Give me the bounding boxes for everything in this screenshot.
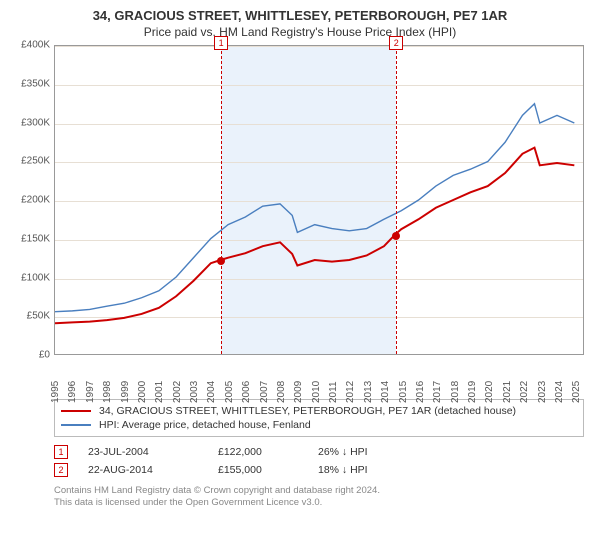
legend-row: 34, GRACIOUS STREET, WHITTLESEY, PETERBO… xyxy=(61,404,577,418)
x-tick-label: 2017 xyxy=(432,381,443,403)
footer-line-2: This data is licensed under the Open Gov… xyxy=(54,497,584,509)
x-tick-label: 1996 xyxy=(67,381,78,403)
x-tick-label: 2020 xyxy=(484,381,495,403)
event-date: 23-JUL-2004 xyxy=(88,446,198,458)
event-price: £122,000 xyxy=(218,446,298,458)
x-tick-label: 2021 xyxy=(502,381,513,403)
event-dot xyxy=(217,257,225,265)
chart-subtitle: Price paid vs. HM Land Registry's House … xyxy=(10,25,590,39)
chart-area: £0£50K£100K£150K£200K£250K£300K£350K£400… xyxy=(10,45,590,395)
x-tick-label: 2016 xyxy=(415,381,426,403)
x-tick-label: 2015 xyxy=(398,381,409,403)
x-tick-label: 2025 xyxy=(571,381,582,403)
x-tick-label: 2006 xyxy=(241,381,252,403)
series-svg xyxy=(55,46,583,354)
event-price: £155,000 xyxy=(218,464,298,476)
y-tick-label: £400K xyxy=(21,40,50,51)
x-tick-label: 2023 xyxy=(537,381,548,403)
footer: Contains HM Land Registry data © Crown c… xyxy=(54,485,584,509)
x-tick-label: 1999 xyxy=(120,381,131,403)
event-marker-box: 1 xyxy=(214,36,228,50)
x-tick-label: 2010 xyxy=(311,381,322,403)
y-tick-label: £150K xyxy=(21,233,50,244)
y-axis-labels: £0£50K£100K£150K£200K£250K£300K£350K£400… xyxy=(10,45,52,355)
y-tick-label: £100K xyxy=(21,272,50,283)
x-tick-label: 2018 xyxy=(450,381,461,403)
y-tick-label: £300K xyxy=(21,117,50,128)
y-tick-label: £200K xyxy=(21,195,50,206)
y-tick-label: £50K xyxy=(27,311,50,322)
x-tick-label: 2024 xyxy=(554,381,565,403)
footer-line-1: Contains HM Land Registry data © Crown c… xyxy=(54,485,584,497)
y-tick-label: £350K xyxy=(21,78,50,89)
x-axis-labels: 1995199619971998199920002001200220032004… xyxy=(54,357,584,395)
chart-title: 34, GRACIOUS STREET, WHITTLESEY, PETERBO… xyxy=(10,8,590,23)
x-tick-label: 2004 xyxy=(206,381,217,403)
legend-label: 34, GRACIOUS STREET, WHITTLESEY, PETERBO… xyxy=(99,405,516,417)
event-id-box: 1 xyxy=(54,445,68,459)
legend-swatch xyxy=(61,410,91,412)
x-tick-label: 2007 xyxy=(259,381,270,403)
x-tick-label: 2022 xyxy=(519,381,530,403)
x-tick-label: 2002 xyxy=(172,381,183,403)
y-tick-label: £0 xyxy=(39,350,50,361)
event-table: 1 23-JUL-2004 £122,000 26% ↓ HPI 2 22-AUG-201… xyxy=(54,443,584,479)
event-vline xyxy=(396,46,397,354)
event-hpi: 26% ↓ HPI xyxy=(318,446,408,458)
x-tick-label: 2012 xyxy=(345,381,356,403)
x-tick-label: 2003 xyxy=(189,381,200,403)
event-date: 22-AUG-2014 xyxy=(88,464,198,476)
x-tick-label: 2005 xyxy=(224,381,235,403)
series-property xyxy=(55,148,574,324)
event-row: 1 23-JUL-2004 £122,000 26% ↓ HPI xyxy=(54,443,584,461)
event-vline xyxy=(221,46,222,354)
event-id-box: 2 xyxy=(54,463,68,477)
event-row: 2 22-AUG-2014 £155,000 18% ↓ HPI xyxy=(54,461,584,479)
chart-container: 34, GRACIOUS STREET, WHITTLESEY, PETERBO… xyxy=(0,0,600,513)
event-dot xyxy=(392,232,400,240)
legend-row: HPI: Average price, detached house, Fenl… xyxy=(61,418,577,432)
x-tick-label: 2001 xyxy=(154,381,165,403)
x-tick-label: 2011 xyxy=(328,381,339,403)
x-tick-label: 1998 xyxy=(102,381,113,403)
x-tick-label: 1995 xyxy=(50,381,61,403)
legend: 34, GRACIOUS STREET, WHITTLESEY, PETERBO… xyxy=(54,399,584,437)
x-tick-label: 2013 xyxy=(363,381,374,403)
x-tick-label: 2009 xyxy=(293,381,304,403)
legend-label: HPI: Average price, detached house, Fenl… xyxy=(99,419,311,431)
event-marker-box: 2 xyxy=(389,36,403,50)
plot-area: 12 xyxy=(54,45,584,355)
x-tick-label: 2019 xyxy=(467,381,478,403)
x-tick-label: 2014 xyxy=(380,381,391,403)
x-tick-label: 2008 xyxy=(276,381,287,403)
legend-swatch xyxy=(61,424,91,426)
event-hpi: 18% ↓ HPI xyxy=(318,464,408,476)
x-tick-label: 2000 xyxy=(137,381,148,403)
series-hpi xyxy=(55,104,574,312)
y-tick-label: £250K xyxy=(21,156,50,167)
x-tick-label: 1997 xyxy=(85,381,96,403)
